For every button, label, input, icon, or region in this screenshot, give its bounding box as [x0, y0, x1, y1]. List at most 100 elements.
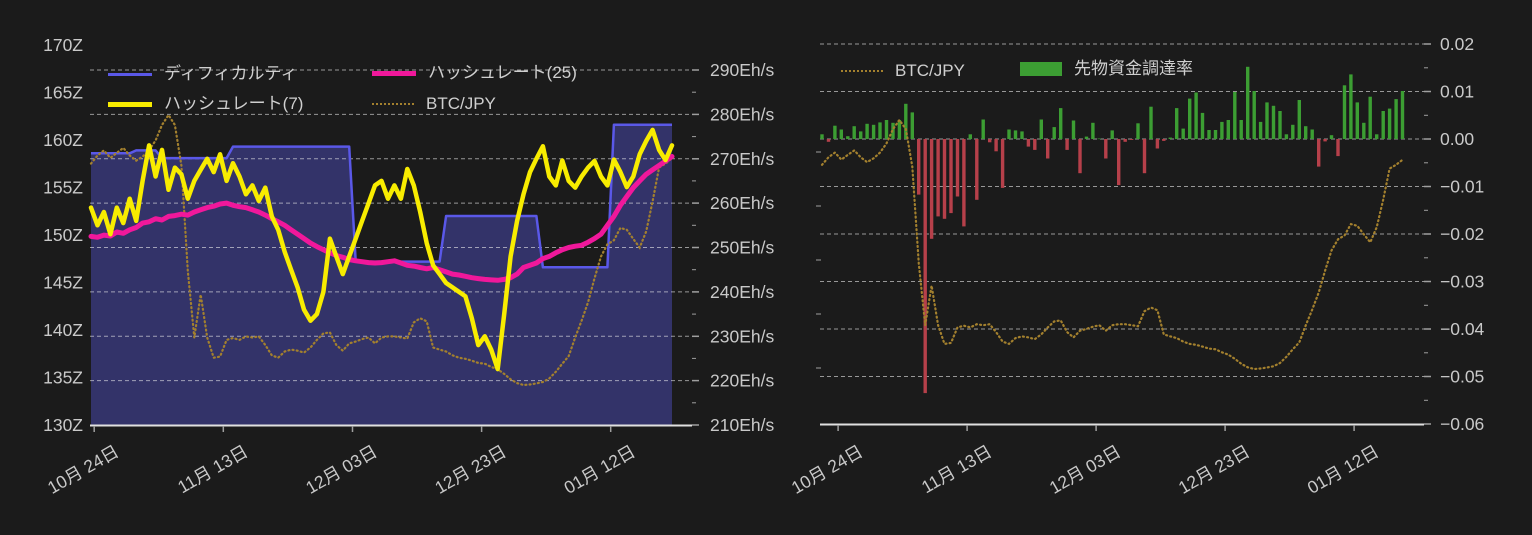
funding-rate-bar[interactable] — [865, 123, 869, 139]
funding-rate-bar[interactable] — [1304, 126, 1308, 139]
funding-rate-bar[interactable] — [1059, 108, 1063, 139]
funding-rate-bar[interactable] — [1168, 137, 1172, 139]
funding-rate-bar[interactable] — [820, 134, 824, 140]
funding-rate-bar[interactable] — [994, 139, 998, 152]
funding-rate-bar[interactable] — [1258, 121, 1263, 139]
funding-rate-bar[interactable] — [1136, 123, 1140, 139]
funding-rate-bar[interactable] — [1039, 119, 1043, 140]
funding-rate-bar[interactable] — [1110, 130, 1114, 139]
funding-rate-bar[interactable] — [859, 131, 863, 139]
funding-rate-bar[interactable] — [1065, 139, 1069, 150]
funding-rate-bar[interactable] — [955, 139, 960, 197]
funding-rate-bar[interactable] — [833, 125, 837, 139]
funding-rate-bar[interactable] — [1226, 120, 1230, 139]
funding-rate-bar[interactable] — [1394, 99, 1398, 139]
funding-rate-bar[interactable] — [1052, 127, 1056, 139]
funding-rate-bar[interactable] — [1323, 139, 1327, 142]
funding-rate-bar[interactable] — [852, 126, 856, 139]
funding-rate-bar[interactable] — [1329, 135, 1334, 139]
funding-rate-bar[interactable] — [1291, 124, 1295, 140]
funding-rate-bar[interactable] — [917, 139, 921, 195]
funding-rate-bar[interactable] — [1310, 129, 1314, 140]
funding-rate-bar[interactable] — [1381, 111, 1385, 139]
funding-rate-bar[interactable] — [929, 139, 934, 239]
btc-jpy-line-right[interactable] — [820, 118, 1404, 371]
funding-rate-bar[interactable] — [1342, 85, 1347, 139]
funding-rate-bar[interactable] — [1149, 106, 1153, 139]
funding-rate-bar[interactable] — [1188, 98, 1192, 139]
legend-item-btc-jpy-right[interactable]: BTC/JPY — [841, 61, 965, 81]
funding-rate-bar[interactable] — [1129, 139, 1134, 140]
funding-rate-bar[interactable] — [1071, 120, 1076, 140]
funding-rate-bar[interactable] — [1155, 139, 1160, 149]
hashrate-7-line[interactable] — [88, 127, 675, 372]
funding-rate-bar[interactable] — [1239, 120, 1243, 139]
funding-rate-bar[interactable] — [1368, 96, 1372, 139]
hashrate-25-line[interactable] — [88, 154, 675, 283]
funding-rate-bar[interactable] — [897, 120, 902, 139]
funding-rate-bar[interactable] — [1213, 130, 1218, 139]
funding-rate-bar[interactable] — [1375, 134, 1379, 140]
funding-rate-bar[interactable] — [1142, 139, 1147, 174]
funding-rate-bar[interactable] — [1026, 139, 1031, 147]
legend-item-hashrate-25[interactable]: ハッシュレート(25) — [372, 63, 577, 83]
funding-rate-bar[interactable] — [1284, 134, 1289, 140]
funding-rate-bar[interactable] — [942, 139, 947, 219]
funding-rate-bar[interactable] — [910, 112, 914, 139]
funding-rate-bar[interactable] — [949, 139, 953, 214]
funding-rate-bar[interactable] — [1020, 131, 1024, 139]
funding-rate-bar[interactable] — [1207, 130, 1211, 139]
funding-rate-bar[interactable] — [1084, 136, 1089, 139]
funding-rate-bar[interactable] — [1200, 112, 1205, 139]
funding-rate-bar[interactable] — [936, 139, 940, 217]
funding-rate-bar[interactable] — [1091, 122, 1095, 139]
funding-rate-bar[interactable] — [1233, 92, 1237, 139]
funding-rate-bar[interactable] — [1336, 139, 1340, 157]
funding-rate-bar[interactable] — [1175, 108, 1179, 139]
funding-rate-bar[interactable] — [1246, 66, 1250, 139]
funding-rate-bar[interactable] — [878, 122, 882, 139]
funding-rate-bar[interactable] — [1252, 91, 1256, 139]
btc-jpy-line-left[interactable] — [89, 112, 674, 387]
legend-item-difficulty[interactable]: ディフィカルティ — [108, 64, 297, 84]
funding-rate-bar[interactable] — [1123, 139, 1127, 142]
funding-rate-bar[interactable] — [1162, 139, 1166, 141]
funding-rate-bar[interactable] — [975, 139, 979, 200]
funding-rate-bar[interactable] — [1007, 129, 1011, 140]
funding-rate-bar[interactable] — [839, 129, 843, 140]
funding-rate-bar[interactable] — [962, 139, 966, 227]
funding-rate-bar[interactable] — [923, 139, 927, 394]
funding-rate-bar[interactable] — [1400, 91, 1405, 139]
funding-rate-bar[interactable] — [1000, 139, 1005, 188]
funding-rate-bar[interactable] — [1104, 139, 1108, 159]
funding-rate-bar[interactable] — [988, 139, 992, 143]
funding-rate-bar[interactable] — [1317, 139, 1321, 167]
funding-rate-bar[interactable] — [1220, 121, 1224, 139]
funding-rate-bar[interactable] — [1097, 138, 1101, 140]
funding-rate-bar[interactable] — [1362, 122, 1366, 139]
funding-rate-bar[interactable] — [1033, 139, 1037, 150]
funding-rate-bar[interactable] — [884, 120, 889, 139]
funding-rate-bar[interactable] — [1278, 111, 1282, 139]
funding-rate-bar[interactable] — [904, 103, 908, 139]
funding-rate-bar[interactable] — [1194, 92, 1198, 140]
funding-rate-bar[interactable] — [1271, 105, 1276, 140]
funding-rate-bar[interactable] — [871, 124, 876, 140]
funding-rate-bar[interactable] — [1349, 74, 1353, 139]
legend-item-funding-rate[interactable]: 先物資金調達率 — [1020, 59, 1193, 79]
funding-rate-bar[interactable] — [1355, 102, 1359, 139]
funding-rate-bar[interactable] — [1265, 102, 1269, 139]
funding-rate-bar[interactable] — [1297, 100, 1301, 139]
funding-rate-bar[interactable] — [1117, 139, 1121, 186]
funding-rate-bar[interactable] — [1387, 108, 1392, 139]
legend-item-btc-jpy-left[interactable]: BTC/JPY — [372, 94, 496, 114]
funding-rate-bar[interactable] — [981, 119, 985, 140]
funding-rate-bar[interactable] — [846, 136, 850, 139]
funding-rate-bar[interactable] — [1046, 139, 1050, 159]
funding-rate-bar[interactable] — [1013, 130, 1018, 139]
legend-item-hashrate-7[interactable]: ハッシュレート(7) — [108, 94, 303, 114]
funding-rate-bar[interactable] — [1181, 128, 1185, 139]
funding-rate-bar[interactable] — [1078, 139, 1082, 174]
funding-rate-bar[interactable] — [968, 134, 972, 140]
